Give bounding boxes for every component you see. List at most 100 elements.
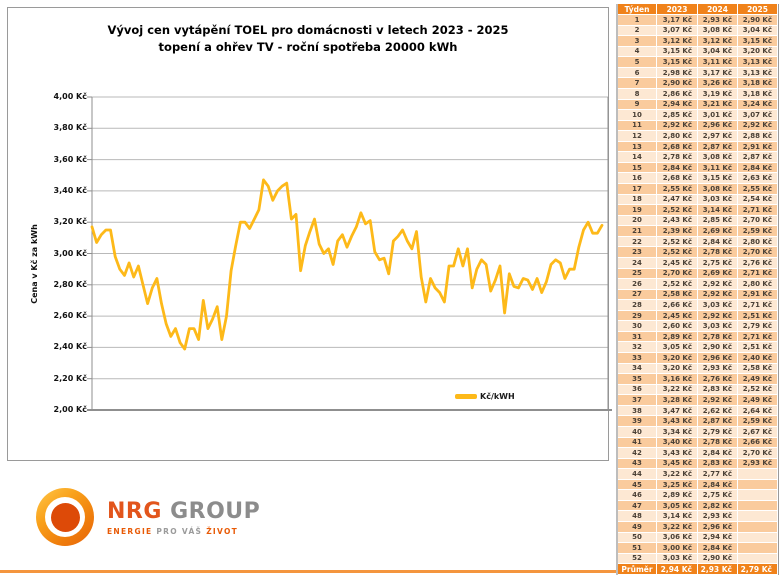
price-cell: 2,84 Kč	[698, 479, 738, 491]
week-number-cell: 29	[618, 310, 657, 322]
week-number-cell: 12	[618, 131, 657, 142]
price-table-grid: Týden 2023 2024 2025 1 3,17 Kč 2,93 Kč 2,90 Kč 2…	[618, 4, 778, 576]
price-cell: 2,52 Kč	[657, 247, 698, 258]
week-number-cell: 42	[618, 448, 657, 459]
price-cell: 2,79 Kč	[738, 321, 778, 332]
price-cell: 2,90 Kč	[698, 342, 738, 353]
week-number-cell: 45	[618, 479, 657, 491]
price-cell: 2,69 Kč	[698, 268, 738, 280]
price-cell: 3,17 Kč	[698, 67, 738, 79]
price-cell	[738, 490, 778, 501]
price-cell: 2,80 Kč	[738, 236, 778, 248]
price-cell: 2,92 Kč	[698, 395, 738, 406]
table-header-2025: 2025	[738, 4, 778, 15]
price-cell: 2,90 Kč	[738, 15, 778, 26]
price-cell: 3,45 Kč	[657, 458, 698, 470]
price-cell: 2,83 Kč	[698, 458, 738, 470]
price-cell: 2,51 Kč	[738, 342, 778, 353]
price-cell: 3,04 Kč	[738, 25, 778, 37]
price-cell: 2,66 Kč	[738, 437, 778, 449]
price-cell: 3,26 Kč	[698, 78, 738, 89]
week-number-cell: 28	[618, 300, 657, 311]
price-cell: 2,71 Kč	[738, 205, 778, 216]
price-cell: 3,03 Kč	[657, 553, 698, 565]
price-cell: 2,80 Kč	[657, 131, 698, 142]
price-cell: 3,22 Kč	[657, 384, 698, 396]
price-cell: 2,84 Kč	[698, 448, 738, 459]
price-cell: 2,76 Kč	[738, 257, 778, 269]
price-cell: 3,04 Kč	[698, 46, 738, 58]
footer-divider	[0, 570, 619, 573]
price-cell: 2,84 Kč	[698, 543, 738, 554]
week-number-cell: 7	[618, 78, 657, 89]
price-cell: 3,07 Kč	[738, 110, 778, 121]
price-table: Týden 2023 2024 2025 1 3,17 Kč 2,93 Kč 2,90 Kč 2…	[616, 4, 779, 576]
week-number-cell: 5	[618, 57, 657, 68]
week-number-cell: 34	[618, 363, 657, 375]
week-number-cell: 14	[618, 152, 657, 163]
week-number-cell: 47	[618, 500, 657, 512]
price-cell: 2,93 Kč	[698, 511, 738, 522]
price-cell: 2,82 Kč	[698, 500, 738, 512]
chart-panel: Vývoj cen vytápění TOEL pro domácnosti v…	[7, 7, 612, 461]
price-cell: 3,18 Kč	[738, 78, 778, 89]
week-number-cell: 6	[618, 67, 657, 79]
week-number-cell: 16	[618, 173, 657, 184]
price-cell: 3,03 Kč	[698, 300, 738, 311]
price-cell: 2,84 Kč	[738, 162, 778, 174]
price-cell: 3,06 Kč	[657, 532, 698, 544]
price-cell	[738, 479, 778, 491]
price-cell: 3,22 Kč	[657, 522, 698, 533]
price-cell: 2,96 Kč	[698, 353, 738, 364]
price-cell: 2,85 Kč	[657, 110, 698, 121]
legend-label: Kč/kWH	[480, 392, 515, 401]
week-number-cell: 37	[618, 395, 657, 406]
price-cell: 2,49 Kč	[738, 374, 778, 385]
price-cell: 2,97 Kč	[698, 131, 738, 142]
price-cell: 3,03 Kč	[698, 321, 738, 332]
price-cell: 3,24 Kč	[738, 99, 778, 111]
price-cell: 2,93 Kč	[698, 363, 738, 375]
price-cell	[738, 522, 778, 533]
week-number-cell: 25	[618, 268, 657, 280]
price-cell: 2,58 Kč	[738, 363, 778, 375]
price-cell: 2,71 Kč	[738, 300, 778, 311]
price-cell: 3,08 Kč	[698, 184, 738, 195]
week-number-cell: 38	[618, 405, 657, 417]
y-axis-tick-label: 2,20 Kč	[53, 373, 87, 383]
price-cell: 2,62 Kč	[698, 405, 738, 417]
price-cell: 2,88 Kč	[738, 131, 778, 142]
price-cell: 2,54 Kč	[738, 194, 778, 206]
week-number-cell: 21	[618, 226, 657, 237]
price-cell: 2,60 Kč	[657, 321, 698, 332]
week-number-cell: 15	[618, 162, 657, 174]
chart-subtitle: topení a ohřev TV - roční spotřeba 20000…	[158, 40, 458, 54]
price-cell: 2,75 Kč	[698, 490, 738, 501]
price-cell	[738, 532, 778, 544]
price-cell: 3,43 Kč	[657, 416, 698, 427]
price-cell: 2,71 Kč	[738, 331, 778, 343]
nrg-logo-dot	[50, 502, 80, 532]
table-header-week: Týden	[618, 4, 657, 15]
week-number-cell: 11	[618, 120, 657, 132]
price-cell: 2,45 Kč	[657, 310, 698, 322]
week-number-cell: 22	[618, 236, 657, 248]
price-cell: 3,13 Kč	[738, 67, 778, 79]
price-cell: 2,55 Kč	[738, 184, 778, 195]
logo-tagline-energie: ENERGIE	[107, 526, 153, 536]
week-number-cell: 9	[618, 99, 657, 111]
logo-tagline-zivot: ŽIVOT	[206, 526, 239, 536]
price-cell: 2,92 Kč	[657, 120, 698, 132]
table-footer-label: Průměr	[618, 564, 657, 576]
y-axis-tick-label: 3,00 Kč	[53, 248, 87, 258]
average-price-cell: 2,79 Kč	[738, 564, 778, 576]
price-cell: 2,67 Kč	[738, 426, 778, 438]
price-cell: 2,77 Kč	[698, 469, 738, 480]
price-cell: 2,84 Kč	[657, 162, 698, 174]
price-cell: 3,05 Kč	[657, 500, 698, 512]
price-cell: 3,25 Kč	[657, 479, 698, 491]
week-number-cell: 24	[618, 257, 657, 269]
week-number-cell: 41	[618, 437, 657, 449]
y-axis-tick-label: 2,40 Kč	[53, 342, 87, 352]
price-cell: 2,66 Kč	[657, 300, 698, 311]
